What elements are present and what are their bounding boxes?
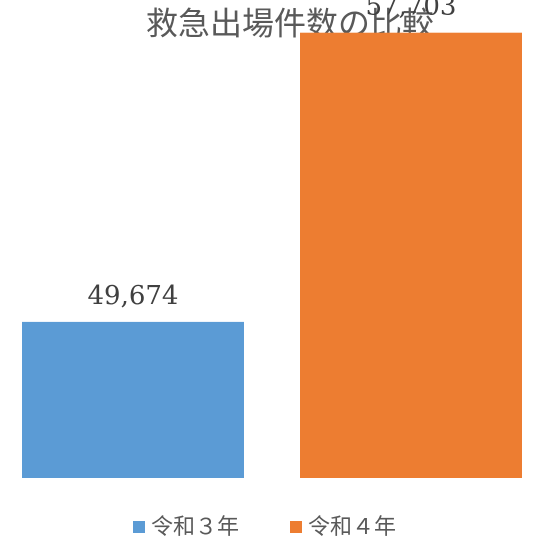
bar [300,32,522,478]
data-label: 57,703 [366,0,457,22]
legend-swatch [133,521,145,533]
legend-swatch [290,521,302,533]
data-label: 49,674 [88,281,179,311]
legend-label: 令和３年 [151,515,239,540]
legend-label: 令和４年 [308,515,396,540]
bar [22,321,244,478]
